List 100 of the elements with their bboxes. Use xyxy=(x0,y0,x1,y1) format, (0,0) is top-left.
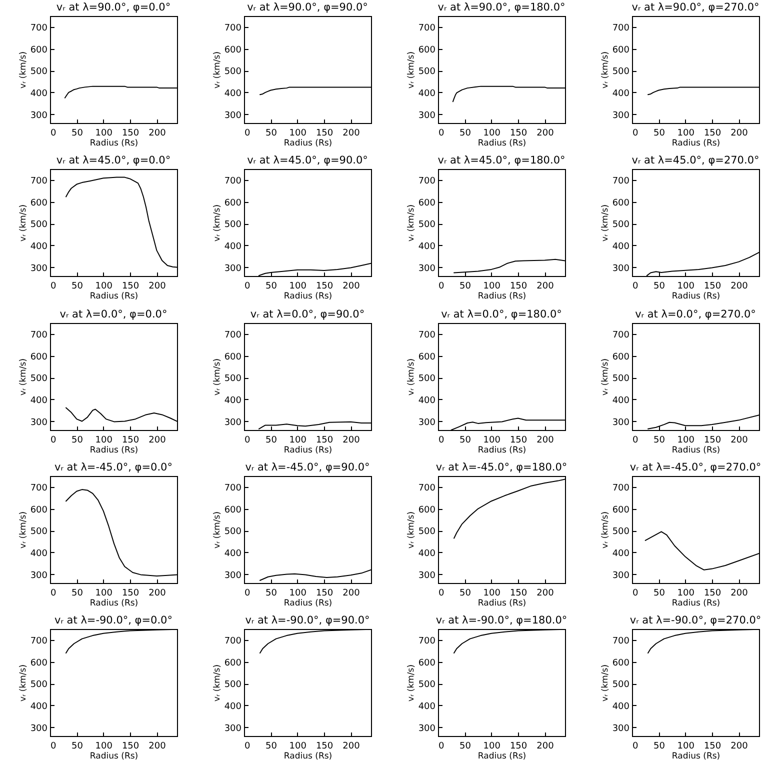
x-tick-label: 0 xyxy=(632,742,638,752)
x-axis-title: Radius (Rs) xyxy=(672,446,720,456)
y-axis-title: vᵣ (km/s) xyxy=(18,664,28,702)
y-tick-label: 700 xyxy=(224,636,242,646)
x-tick-label: 100 xyxy=(289,128,307,138)
x-tick-label: 50 xyxy=(265,588,278,598)
y-tick-label: 300 xyxy=(612,724,630,734)
x-tick-label: 0 xyxy=(244,588,250,598)
y-tick-label: 300 xyxy=(612,264,630,274)
x-tick-label: 0 xyxy=(50,588,56,598)
y-tick-label: 500 xyxy=(612,680,630,690)
x-tick-label: 150 xyxy=(316,282,334,292)
x-tick-label: 150 xyxy=(316,128,334,138)
y-axis-title: vᵣ (km/s) xyxy=(600,51,610,89)
x-tick-label: 150 xyxy=(510,128,528,138)
y-tick-label: 400 xyxy=(612,548,630,559)
y-tick-label: 700 xyxy=(418,483,436,494)
chart-title: vᵣ at λ=-45.0°, φ=0.0° xyxy=(54,462,172,474)
y-tick-label: 500 xyxy=(612,374,630,384)
y-tick-label: 300 xyxy=(612,418,630,428)
x-tick-label: 50 xyxy=(653,128,666,138)
x-tick-label: 100 xyxy=(483,128,501,138)
x-tick-label: 200 xyxy=(730,588,748,598)
y-tick-label: 600 xyxy=(612,352,630,362)
chart-title: vᵣ at λ=-90.0°, φ=90.0° xyxy=(245,614,370,626)
x-tick-label: 50 xyxy=(653,742,666,752)
x-tick-label: 150 xyxy=(510,742,528,752)
y-tick-label: 300 xyxy=(418,110,436,121)
y-tick-label: 300 xyxy=(612,570,630,581)
y-tick-label: 700 xyxy=(612,330,630,340)
x-axis-title: Radius (Rs) xyxy=(478,138,526,148)
chart-title: vᵣ at λ=-90.0°, φ=270.0° xyxy=(630,614,762,626)
y-tick-label: 700 xyxy=(612,23,630,34)
y-tick-label: 400 xyxy=(30,702,48,712)
y-tick-label: 700 xyxy=(224,483,242,494)
x-tick-label: 0 xyxy=(632,128,638,138)
y-tick-label: 400 xyxy=(224,702,242,712)
y-tick-label: 600 xyxy=(418,198,436,208)
y-axis-title: vᵣ (km/s) xyxy=(212,511,222,549)
x-axis-title: Radius (Rs) xyxy=(90,292,138,302)
y-tick-label: 600 xyxy=(418,658,436,668)
x-tick-label: 150 xyxy=(704,282,722,292)
y-tick-label: 600 xyxy=(30,658,48,668)
chart-title: vᵣ at λ=0.0°, φ=90.0° xyxy=(250,308,365,320)
y-tick-label: 700 xyxy=(418,330,436,340)
x-tick-label: 150 xyxy=(122,282,140,292)
x-axis-title: Radius (Rs) xyxy=(478,292,526,302)
y-tick-label: 500 xyxy=(418,220,436,230)
x-tick-label: 50 xyxy=(71,742,84,752)
x-tick-label: 0 xyxy=(50,282,56,292)
y-tick-label: 700 xyxy=(30,330,48,340)
y-tick-label: 300 xyxy=(30,264,48,274)
x-axis-title: Radius (Rs) xyxy=(672,138,720,148)
x-tick-label: 100 xyxy=(483,588,501,598)
x-tick-label: 150 xyxy=(122,128,140,138)
y-tick-label: 700 xyxy=(224,330,242,340)
x-tick-label: 50 xyxy=(71,436,84,446)
y-tick-label: 400 xyxy=(418,88,436,99)
y-tick-label: 700 xyxy=(612,636,630,646)
y-tick-label: 700 xyxy=(224,23,242,34)
x-tick-label: 200 xyxy=(148,128,166,138)
y-tick-label: 700 xyxy=(30,636,48,646)
x-tick-label: 50 xyxy=(653,588,666,598)
chart-title: vᵣ at λ=90.0°, φ=90.0° xyxy=(247,2,368,14)
x-tick-label: 200 xyxy=(536,282,554,292)
y-tick-label: 400 xyxy=(418,242,436,252)
y-tick-label: 400 xyxy=(30,88,48,99)
y-tick-label: 600 xyxy=(612,658,630,668)
y-tick-label: 300 xyxy=(30,110,48,121)
x-tick-label: 200 xyxy=(342,282,360,292)
y-tick-label: 500 xyxy=(30,220,48,230)
x-tick-label: 100 xyxy=(677,588,695,598)
chart-title: vᵣ at λ=90.0°, φ=180.0° xyxy=(438,2,566,14)
y-tick-label: 700 xyxy=(30,483,48,494)
y-axis-title: vᵣ (km/s) xyxy=(212,358,222,396)
y-tick-label: 500 xyxy=(224,374,242,384)
x-tick-label: 0 xyxy=(438,742,444,752)
x-axis-title: Radius (Rs) xyxy=(284,752,332,762)
y-tick-label: 300 xyxy=(30,724,48,734)
y-tick-label: 400 xyxy=(30,396,48,406)
y-tick-label: 700 xyxy=(418,636,436,646)
x-axis-title: Radius (Rs) xyxy=(478,752,526,762)
x-tick-label: 50 xyxy=(459,436,472,446)
x-tick-label: 100 xyxy=(483,436,501,446)
x-axis-title: Radius (Rs) xyxy=(284,446,332,456)
y-tick-label: 300 xyxy=(224,724,242,734)
y-tick-label: 500 xyxy=(418,527,436,538)
x-tick-label: 200 xyxy=(148,588,166,598)
x-tick-label: 0 xyxy=(244,282,250,292)
y-axis-title: vᵣ (km/s) xyxy=(406,664,416,702)
y-tick-label: 600 xyxy=(224,505,242,516)
x-tick-label: 0 xyxy=(632,282,638,292)
y-tick-label: 300 xyxy=(418,570,436,581)
y-tick-label: 400 xyxy=(612,396,630,406)
x-axis-title: Radius (Rs) xyxy=(672,598,720,608)
x-tick-label: 50 xyxy=(265,128,278,138)
x-tick-label: 100 xyxy=(677,282,695,292)
y-tick-label: 300 xyxy=(224,264,242,274)
y-tick-label: 500 xyxy=(612,527,630,538)
y-tick-label: 400 xyxy=(224,88,242,99)
